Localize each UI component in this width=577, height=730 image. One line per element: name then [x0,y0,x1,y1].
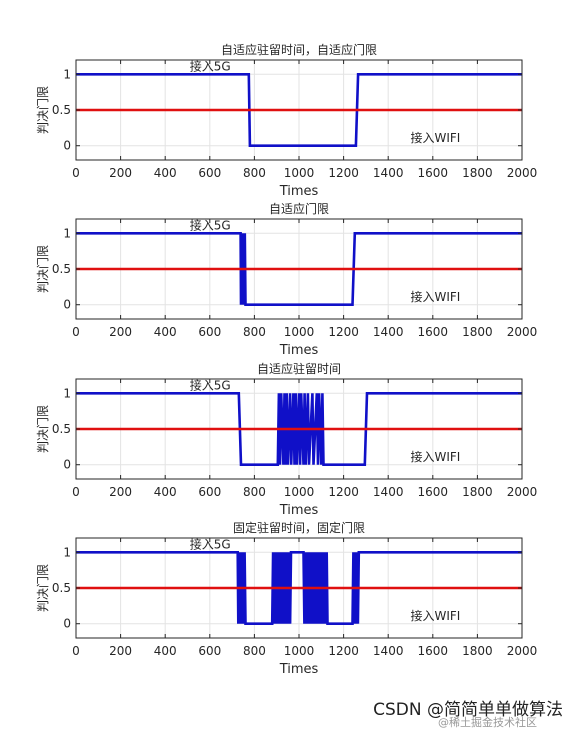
x-tick-label: 200 [109,485,132,499]
x-axis-label: Times [279,184,319,199]
series-line-1 [76,73,522,147]
annotation-2: 接入WIFI [411,449,461,464]
x-tick-label: 400 [154,644,177,658]
annotation-1: 接入5G [190,218,231,233]
x-axis-label: Times [279,662,319,677]
x-tick-label: 800 [243,485,266,499]
x-tick-label: 400 [154,485,177,499]
x-tick-label: 200 [109,325,132,339]
y-tick-label: 0.5 [52,103,71,117]
x-tick-label: 1800 [462,644,493,658]
chart-panel-1: 0 200 400 600 800 1000 1200 1400 1600 1800 2000 0 0.… [35,42,537,199]
x-tick-label: 1400 [373,325,404,339]
chart-panel-3: 0 200 400 600 800 1000 1200 1400 1600 1800 2000 0 0.… [35,361,537,518]
x-tick-label: 1600 [418,485,449,499]
x-tick-label: 1800 [462,485,493,499]
x-tick-label: 0 [72,166,80,180]
series-line-1 [76,391,522,467]
chart-title: 自适应门限 [269,201,329,216]
y-tick-label: 0 [63,298,71,312]
x-tick-label: 1800 [462,325,493,339]
x-tick-label: 800 [243,166,266,180]
x-tick-label: 2000 [507,644,538,658]
chart-title: 自适应驻留时间，自适应门限 [221,42,377,57]
y-axis-label: 判决门限 [35,245,50,293]
x-tick-label: 200 [109,166,132,180]
x-tick-label: 600 [198,485,221,499]
y-tick-label: 0 [63,617,71,631]
x-tick-label: 1600 [418,325,449,339]
chart-panel-2: 0 200 400 600 800 1000 1200 1400 1600 1800 2000 0 0.… [35,201,537,358]
y-axis-label: 判决门限 [35,564,50,612]
y-tick-label: 0 [63,458,71,472]
annotation-1: 接入5G [190,59,231,74]
y-tick-label: 1 [63,67,71,81]
x-tick-label: 200 [109,644,132,658]
y-tick-label: 0.5 [52,581,71,595]
y-tick-label: 0.5 [52,262,71,276]
x-axis-label: Times [279,503,319,518]
y-tick-label: 1 [63,545,71,559]
x-tick-label: 400 [154,166,177,180]
y-tick-label: 0.5 [52,422,71,436]
x-tick-label: 1400 [373,166,404,180]
x-tick-label: 1200 [328,325,359,339]
x-tick-label: 1200 [328,644,359,658]
x-tick-label: 1400 [373,644,404,658]
x-tick-label: 2000 [507,166,538,180]
annotation-2: 接入WIFI [411,289,461,304]
x-tick-label: 1600 [418,166,449,180]
x-tick-label: 800 [243,325,266,339]
x-tick-label: 1200 [328,485,359,499]
x-tick-label: 1000 [284,485,315,499]
x-tick-label: 400 [154,325,177,339]
y-tick-label: 0 [63,139,71,153]
annotation-1: 接入5G [190,537,231,552]
watermark-text: CSDN @简简单单做算法 [373,700,563,720]
y-axis-label: 判决门限 [35,86,50,134]
x-tick-label: 2000 [507,325,538,339]
chart-panel-4: 0 200 400 600 800 1000 1200 1400 1600 1800 2000 0 0.… [35,520,537,677]
y-axis-label: 判决门限 [35,405,50,453]
x-tick-label: 600 [198,644,221,658]
x-tick-label: 600 [198,166,221,180]
x-tick-label: 0 [72,644,80,658]
annotation-1: 接入5G [190,378,231,393]
watermark-faint-text: @稀土掘金技术社区 [438,716,537,729]
annotation-2: 接入WIFI [411,608,461,623]
y-tick-label: 1 [63,386,71,400]
chart-title: 固定驻留时间，固定门限 [233,520,365,535]
x-tick-label: 600 [198,325,221,339]
x-tick-label: 1000 [284,644,315,658]
x-tick-label: 0 [72,485,80,499]
x-tick-label: 1800 [462,166,493,180]
x-tick-label: 1000 [284,325,315,339]
y-tick-label: 1 [63,226,71,240]
x-tick-label: 1200 [328,166,359,180]
x-axis-label: Times [279,343,319,358]
x-tick-label: 1000 [284,166,315,180]
x-tick-label: 0 [72,325,80,339]
x-tick-label: 800 [243,644,266,658]
chart-title: 自适应驻留时间 [257,361,341,376]
x-tick-label: 1400 [373,485,404,499]
x-tick-label: 2000 [507,485,538,499]
x-tick-label: 1600 [418,644,449,658]
annotation-2: 接入WIFI [411,130,461,145]
